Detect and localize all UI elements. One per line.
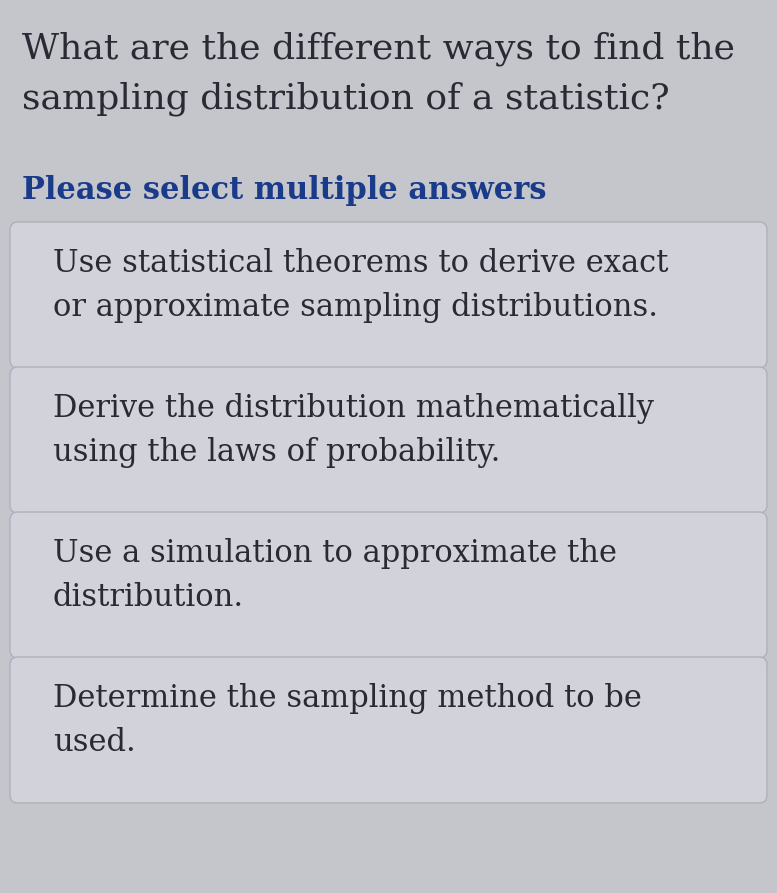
FancyBboxPatch shape [10,367,767,513]
FancyBboxPatch shape [10,657,767,803]
FancyBboxPatch shape [10,222,767,368]
Text: What are the different ways to find the: What are the different ways to find the [22,32,735,66]
Text: sampling distribution of a statistic?: sampling distribution of a statistic? [22,82,670,116]
Text: Derive the distribution mathematically
using the laws of probability.: Derive the distribution mathematically u… [53,393,654,468]
Text: Use a simulation to approximate the
distribution.: Use a simulation to approximate the dist… [53,538,617,613]
FancyBboxPatch shape [10,512,767,658]
Text: Determine the sampling method to be
used.: Determine the sampling method to be used… [53,683,642,758]
Text: Please select multiple answers: Please select multiple answers [22,175,546,206]
Text: Use statistical theorems to derive exact
or approximate sampling distributions.: Use statistical theorems to derive exact… [53,248,668,323]
